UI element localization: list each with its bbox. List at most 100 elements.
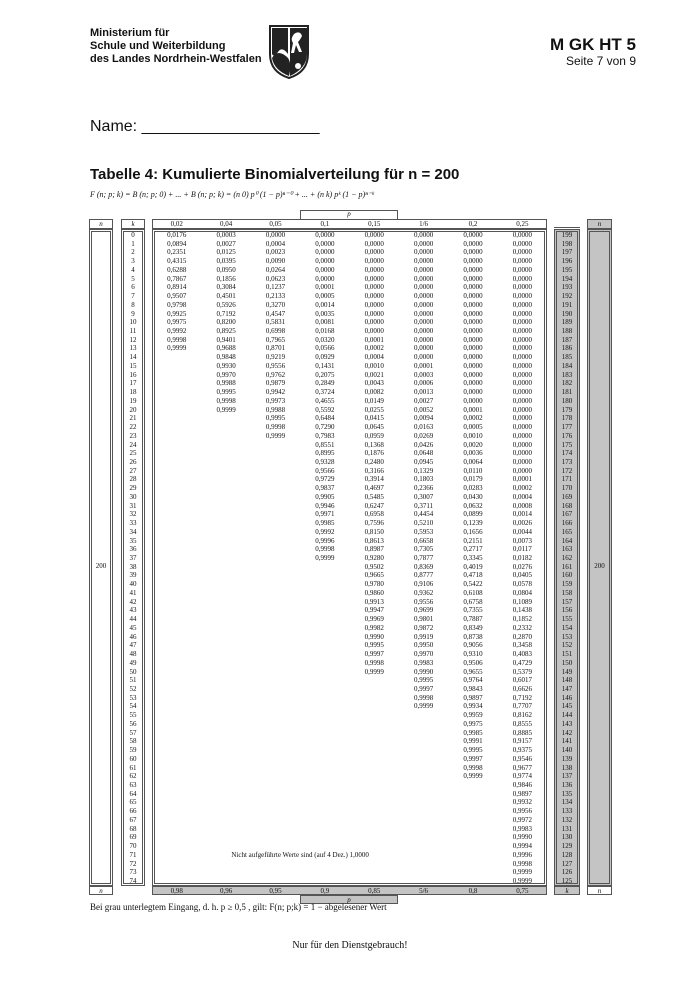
k-right-value: 157 bbox=[561, 597, 573, 606]
table-cell: 0,8200 bbox=[216, 318, 236, 327]
k-value: 26 bbox=[129, 457, 137, 466]
table-cell: 0,1438 bbox=[512, 606, 532, 615]
table-cell: 0,0000 bbox=[364, 239, 384, 248]
table-cell: 0,0163 bbox=[413, 423, 434, 432]
table-cell: 0,8777 bbox=[413, 571, 434, 580]
k-right-value: 135 bbox=[561, 789, 573, 798]
table-cell: 0,0168 bbox=[315, 327, 335, 336]
n-right-footer-box bbox=[587, 885, 612, 895]
k-right-value: 160 bbox=[561, 571, 573, 580]
k-right-value: 195 bbox=[561, 265, 573, 274]
table-cell: 0,9994 bbox=[512, 842, 532, 851]
table-cell: 0,2351 bbox=[167, 248, 187, 257]
table-cell: 0,0959 bbox=[364, 431, 384, 440]
table-cell: 0,9362 bbox=[413, 588, 434, 597]
table-cell: 0,9956 bbox=[512, 807, 532, 816]
table-cell: 0,0000 bbox=[413, 318, 434, 327]
k-value: 32 bbox=[129, 510, 137, 519]
table-cell: 0,9860 bbox=[364, 588, 384, 597]
k-value: 30 bbox=[129, 492, 137, 501]
table-cell: 0,9556 bbox=[413, 597, 434, 606]
k-value: 50 bbox=[129, 667, 137, 676]
table-cell: 0,9502 bbox=[364, 562, 384, 571]
table-cell: 0,9999 bbox=[216, 405, 236, 414]
k-right-value: 186 bbox=[561, 344, 573, 353]
k-right-value: 177 bbox=[561, 423, 573, 432]
table-cell: 0,9328 bbox=[315, 457, 335, 466]
k-value: 22 bbox=[129, 423, 137, 432]
table-cell: 0,0276 bbox=[512, 562, 532, 571]
k-value: 19 bbox=[129, 396, 137, 405]
table-cell: 0,0320 bbox=[315, 335, 335, 344]
table-cell: 0,4019 bbox=[463, 562, 483, 571]
k-right-value: 198 bbox=[561, 239, 573, 248]
table-cell: 0,8995 bbox=[315, 449, 335, 458]
table-cell: 0,0000 bbox=[315, 274, 335, 283]
k-right-value: 150 bbox=[561, 658, 573, 667]
table-cell: 0,4315 bbox=[167, 257, 187, 266]
table-cell: 0,0182 bbox=[512, 554, 532, 562]
k-value: 9 bbox=[131, 309, 135, 318]
k-value: 54 bbox=[129, 702, 137, 711]
table-cell: 0,9843 bbox=[463, 684, 483, 693]
k-value: 73 bbox=[129, 868, 137, 877]
table-cell: 0,5953 bbox=[413, 527, 434, 536]
table-cell: 0,6758 bbox=[463, 597, 483, 606]
table-cell: 0,1237 bbox=[265, 283, 286, 292]
table-cell: 0,0000 bbox=[512, 257, 532, 266]
table-cell: 0,1329 bbox=[413, 466, 434, 475]
table-cell: 0,9925 bbox=[167, 309, 187, 318]
table-cell: 0,0023 bbox=[265, 248, 286, 257]
name-field[interactable]: Name: ____________________ bbox=[90, 118, 320, 135]
table-cell: 0,7596 bbox=[364, 519, 384, 528]
table-cell: 0,0269 bbox=[413, 431, 434, 440]
table-cell: 0,0000 bbox=[413, 327, 434, 336]
table-cell: 0,0021 bbox=[364, 370, 384, 379]
k-right-value: 132 bbox=[561, 815, 573, 824]
table-cell: 0,0001 bbox=[463, 405, 483, 414]
table-cell: 0,5926 bbox=[216, 300, 236, 309]
coat-of-arms-logo bbox=[269, 25, 309, 80]
table-cell: 0,0000 bbox=[413, 344, 434, 353]
table-cell: 0,5485 bbox=[364, 492, 384, 501]
k-value: 63 bbox=[129, 780, 137, 789]
table-cell: 0,4697 bbox=[364, 484, 384, 493]
table-cell: 0,0000 bbox=[364, 292, 384, 301]
table-cell: 0,0027 bbox=[216, 239, 236, 248]
k-value: 57 bbox=[129, 728, 137, 737]
table-cell: 0,2849 bbox=[315, 379, 335, 388]
table-cell: 0,9998 bbox=[216, 396, 236, 405]
k-right-value: 161 bbox=[561, 562, 573, 571]
p-footer-box bbox=[300, 894, 398, 904]
k-right-value: 181 bbox=[561, 388, 573, 397]
k-right-value: 189 bbox=[561, 318, 573, 327]
table-cell: 0,9930 bbox=[216, 361, 236, 370]
k-right-value: 158 bbox=[561, 588, 573, 597]
k-right-value: 127 bbox=[561, 859, 573, 868]
table-cell: 0,0000 bbox=[315, 265, 335, 274]
table-cell: 0,3166 bbox=[364, 466, 384, 475]
k-right-value: 188 bbox=[561, 327, 573, 336]
table-cell: 0,9774 bbox=[512, 772, 532, 781]
k-right-value: 152 bbox=[561, 641, 573, 650]
table-cell: 0,0125 bbox=[216, 248, 236, 257]
table-cell: 0,9729 bbox=[315, 475, 335, 484]
table-cell: 0,9946 bbox=[315, 501, 335, 510]
p-complement-label: 0,9 bbox=[320, 886, 330, 895]
table-cell: 0,0064 bbox=[463, 457, 483, 466]
table-cell: 0,9934 bbox=[463, 702, 483, 711]
table-cell: 0,9998 bbox=[315, 545, 335, 554]
table-cell: 0,0003 bbox=[413, 370, 434, 379]
k-right-value: 134 bbox=[561, 798, 573, 807]
table-cell: 0,2075 bbox=[315, 370, 335, 379]
table-cell: 0,0000 bbox=[512, 396, 532, 405]
table-cell: 0,0005 bbox=[463, 423, 483, 432]
table-cell: 0,5831 bbox=[265, 318, 286, 327]
table-cell: 0,9995 bbox=[265, 414, 286, 423]
k-value: 46 bbox=[129, 632, 137, 641]
k-right-value: 176 bbox=[561, 431, 573, 440]
k-right-value: 169 bbox=[561, 492, 573, 501]
k-value: 44 bbox=[129, 615, 137, 624]
table-cell: 0,2133 bbox=[265, 292, 286, 301]
k-value: 15 bbox=[129, 361, 137, 370]
